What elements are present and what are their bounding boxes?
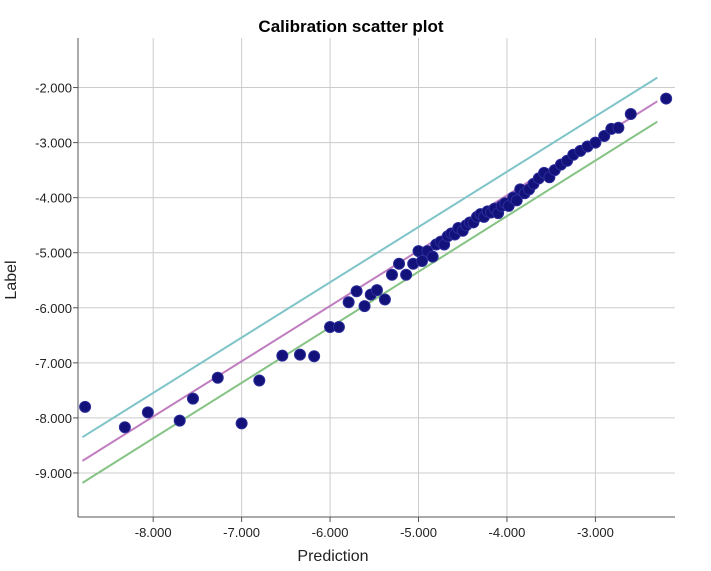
y-axis-label: Label bbox=[3, 260, 20, 299]
scatter-point bbox=[276, 349, 289, 362]
scatter-point bbox=[426, 250, 439, 263]
x-tick-label: -6.000 bbox=[312, 525, 349, 540]
scatter-point bbox=[308, 350, 321, 363]
y-tick-label: -7.000 bbox=[35, 356, 72, 371]
x-tick-label: -5.000 bbox=[400, 525, 437, 540]
scatter-point bbox=[598, 130, 611, 143]
scatter-point bbox=[235, 417, 248, 430]
y-tick-label: -9.000 bbox=[35, 466, 72, 481]
scatter-point bbox=[378, 293, 391, 306]
scatter-point bbox=[173, 414, 186, 427]
x-tick-label: -7.000 bbox=[223, 525, 260, 540]
scatter-point bbox=[393, 257, 406, 270]
reference-line-3 bbox=[81, 120, 658, 484]
scatter-point bbox=[612, 121, 625, 134]
scatter-point bbox=[79, 400, 92, 413]
scatter-point bbox=[186, 392, 199, 405]
reference-line-1 bbox=[81, 76, 658, 439]
scatter-point bbox=[370, 284, 383, 297]
y-tick-label: -5.000 bbox=[35, 246, 72, 261]
scatter-point bbox=[253, 374, 266, 387]
x-tick-label: -3.000 bbox=[577, 525, 614, 540]
scatter-point bbox=[660, 92, 673, 105]
chart-title: Calibration scatter plot bbox=[258, 17, 443, 36]
axes-layer bbox=[73, 38, 675, 522]
scatter-point bbox=[589, 136, 602, 149]
scatter-point bbox=[141, 406, 154, 419]
y-tick-label: -6.000 bbox=[35, 301, 72, 316]
grid-layer bbox=[78, 38, 675, 517]
reference-lines bbox=[81, 76, 658, 484]
scatter-point bbox=[332, 321, 345, 334]
x-tick-label: -8.000 bbox=[135, 525, 172, 540]
y-tick-label: -3.000 bbox=[35, 136, 72, 151]
scatter-point bbox=[211, 371, 224, 384]
x-tick-label: -4.000 bbox=[489, 525, 526, 540]
scatter-point bbox=[293, 348, 306, 361]
scatter-points bbox=[79, 92, 673, 434]
scatter-point bbox=[385, 268, 398, 281]
scatter-point bbox=[416, 254, 429, 267]
y-tick-label: -4.000 bbox=[35, 191, 72, 206]
scatter-point bbox=[118, 421, 131, 434]
scatter-point bbox=[358, 300, 371, 313]
y-tick-label: -2.000 bbox=[35, 81, 72, 96]
scatter-point bbox=[342, 296, 355, 309]
scatter-point bbox=[400, 268, 413, 281]
y-tick-label: -8.000 bbox=[35, 411, 72, 426]
scatter-point bbox=[624, 107, 637, 120]
x-axis-label: Prediction bbox=[297, 548, 368, 565]
tick-labels: -8.000 -7.000 -6.000 -5.000 -4.000 -3.000 -2.0… bbox=[35, 81, 614, 540]
scatter-point bbox=[350, 285, 363, 298]
scatter-point bbox=[510, 194, 523, 207]
